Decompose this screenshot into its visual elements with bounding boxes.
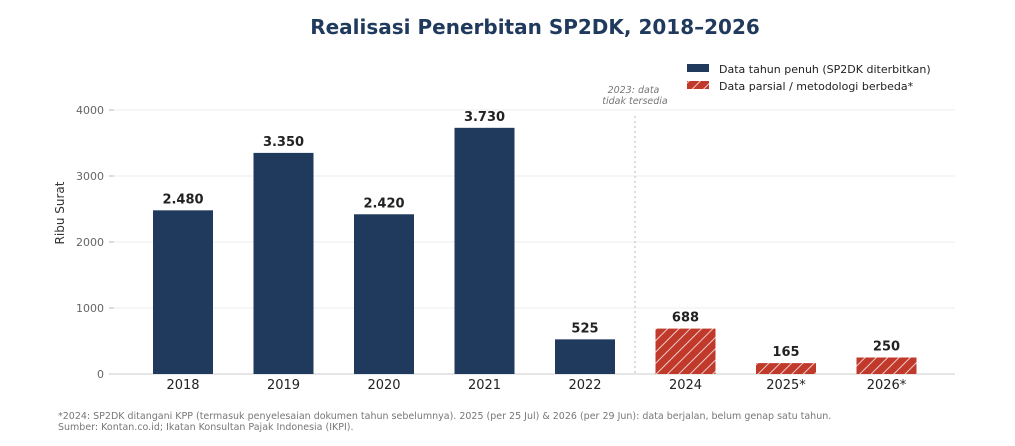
bars: 2.480 2018 3.350 2019 2.420 2020 3.730 2021 525 2…	[153, 110, 917, 393]
bar-2018	[153, 210, 213, 374]
gap-note-line-2: tidak tersedia	[602, 96, 668, 107]
bar-2020	[354, 214, 414, 374]
gridlines	[110, 109, 955, 309]
x-tick-label-2024: 2024	[669, 378, 702, 393]
x-tick-label-2021: 2021	[468, 378, 501, 393]
footnote-1: *2024: SP2DK ditangani KPP (termasuk pen…	[58, 411, 831, 422]
gap-note-line-1: 2023: data	[608, 85, 660, 96]
bar-2026-star	[856, 357, 917, 374]
legend-swatch-full	[687, 64, 709, 72]
value-label-2022: 525	[571, 321, 598, 336]
y-tick-label-3: 3000	[76, 170, 104, 183]
value-label-2026-star: 250	[873, 340, 900, 355]
bar-2025-star	[756, 363, 816, 374]
bar-2022	[555, 339, 615, 374]
value-label-2018: 2.480	[162, 192, 203, 207]
x-tick-label-2026-star: 2026*	[867, 378, 907, 393]
gap-note: 2023: data tidak tersedia	[602, 85, 668, 107]
legend-label-partial: Data parsial / metodologi berbeda*	[719, 80, 914, 93]
chart-title: Realisasi Penerbitan SP2DK, 2018–2026	[310, 15, 760, 39]
x-tick-label-2018: 2018	[166, 378, 199, 393]
bar-2021	[454, 127, 515, 374]
value-label-2020: 2.420	[363, 196, 404, 211]
value-label-2021: 3.730	[464, 110, 505, 125]
y-tick-label-4: 4000	[76, 104, 104, 117]
legend: Data tahun penuh (SP2DK diterbitkan) Dat…	[687, 63, 931, 93]
bar-2024	[655, 328, 716, 374]
legend-label-full: Data tahun penuh (SP2DK diterbitkan)	[719, 63, 931, 76]
value-label-2025-star: 165	[772, 345, 799, 360]
x-tick-label-2025-star: 2025*	[766, 378, 806, 393]
y-tick-label-1: 1000	[76, 302, 104, 315]
bar-2019	[253, 152, 314, 374]
y-tick-label-0: 0	[97, 368, 104, 381]
x-tick-label-2019: 2019	[267, 378, 300, 393]
x-tick-label-2022: 2022	[568, 378, 601, 393]
legend-swatch-partial	[687, 81, 709, 89]
footnote-source: Sumber: Kontan.co.id; Ikatan Konsultan P…	[58, 422, 354, 433]
value-label-2019: 3.350	[263, 135, 304, 150]
y-axis-label: Ribu Surat	[53, 181, 67, 244]
x-tick-label-2020: 2020	[367, 378, 400, 393]
y-axis: 0 1000 2000 3000 4000	[76, 104, 114, 381]
y-tick-label-2: 2000	[76, 236, 104, 249]
value-label-2024: 688	[672, 311, 699, 326]
